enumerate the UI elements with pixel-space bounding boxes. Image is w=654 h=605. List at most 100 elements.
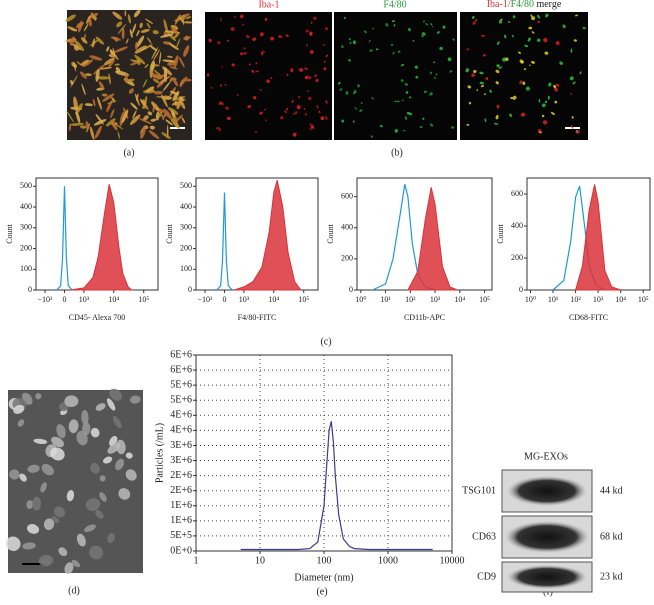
micrograph — [205, 12, 332, 140]
micrograph-cell — [421, 34, 425, 38]
micrograph-cell — [99, 492, 107, 502]
y-tick-label: 4E+6 — [170, 410, 192, 421]
micrograph-cell — [69, 36, 76, 46]
micrograph-cell — [553, 84, 557, 89]
micrograph-cell — [442, 25, 446, 29]
micrograph-cell — [141, 99, 146, 106]
y-tick-label: 400 — [341, 223, 353, 232]
micrograph-cell — [142, 104, 147, 109]
micrograph-cell — [22, 542, 36, 550]
micrograph-cell — [522, 81, 526, 86]
micrograph-cell — [368, 39, 371, 43]
channel-label: F4/80 — [383, 0, 406, 10]
micrograph-cell — [547, 95, 550, 100]
histogram-area — [574, 184, 621, 291]
micrograph-cell — [136, 58, 141, 66]
micrograph-cell — [53, 506, 66, 518]
micrograph-cell — [298, 95, 301, 99]
micrograph-cell — [173, 55, 179, 68]
micrograph-cell — [306, 43, 308, 47]
micrograph-cell — [183, 21, 193, 24]
micrograph-cell — [41, 463, 54, 476]
micrograph-cell — [174, 14, 181, 25]
micrograph-cell — [320, 116, 325, 121]
micrograph-cell — [218, 128, 222, 132]
micrograph-cell — [509, 113, 513, 117]
micrograph-cell — [582, 26, 586, 30]
size-curve — [240, 421, 433, 551]
micrograph-cell — [183, 36, 191, 41]
micrograph-cell — [115, 67, 121, 73]
x-tick-label: 10³ — [79, 295, 90, 304]
micrograph-cell — [75, 103, 83, 115]
micrograph-cell — [408, 28, 411, 32]
micrograph-cell — [125, 469, 137, 481]
micrograph-cell — [116, 21, 123, 28]
micrograph-cell — [124, 10, 127, 17]
micrograph-cell — [173, 78, 179, 87]
micrograph-cell — [353, 89, 357, 94]
micrograph-cell — [114, 63, 121, 66]
micrograph-cell — [573, 39, 578, 42]
micrograph-cell — [541, 114, 545, 118]
micrograph-cell — [108, 73, 111, 85]
micrograph-cell — [107, 100, 117, 105]
micrograph-cell — [50, 447, 65, 461]
micrograph-cell — [498, 66, 503, 70]
micrograph-cell — [310, 21, 313, 24]
histogram-area — [70, 184, 134, 291]
micrograph-cell — [483, 53, 486, 57]
y-tick-label: 100 — [20, 264, 32, 273]
micrograph-cell — [544, 51, 549, 55]
micrograph-cell — [112, 416, 122, 429]
micrograph-cell — [419, 126, 423, 128]
x-tick-label: 100 — [317, 555, 332, 566]
x-tick-label: 0 — [222, 295, 226, 304]
micrograph-cell — [100, 66, 113, 70]
panel-label: (e) — [316, 586, 327, 597]
micrograph-cell — [254, 131, 258, 133]
micrograph-cell — [231, 63, 235, 67]
micrograph-cell — [512, 15, 516, 19]
micrograph-cell — [528, 26, 533, 30]
micrograph-cell — [66, 110, 74, 123]
micrograph-cell — [479, 71, 484, 75]
micrograph-cell — [150, 118, 157, 122]
micrograph-cell — [73, 96, 79, 112]
micrograph-cell — [159, 51, 162, 65]
micrograph-cell — [551, 111, 555, 116]
micrograph-cell — [253, 96, 257, 100]
micrograph-cell — [541, 103, 546, 108]
micrograph-cell — [537, 21, 541, 23]
x-tick-label: 10000 — [440, 555, 465, 566]
micrograph-cell — [172, 31, 180, 40]
y-tick-label: 200 — [180, 243, 192, 252]
micrograph-cell — [531, 16, 536, 21]
micrograph-cell — [285, 34, 289, 38]
micrograph-cell — [495, 81, 499, 85]
micrograph-cell — [259, 111, 263, 115]
micrograph-cell — [145, 18, 154, 24]
blot-size: 23 kd — [600, 571, 623, 582]
histogram-outline — [216, 192, 233, 291]
micrograph-cell — [83, 23, 89, 32]
micrograph-cell — [143, 115, 149, 121]
micrograph-cell — [170, 26, 179, 35]
micrograph-cell — [133, 9, 141, 18]
micrograph-cell — [452, 38, 455, 41]
micrograph-cell — [430, 23, 433, 26]
y-tick-label: 0 — [519, 285, 523, 294]
micrograph-cell — [226, 116, 231, 121]
micrograph-cell — [136, 29, 140, 37]
micrograph-cell — [179, 96, 184, 102]
micrograph-cell — [208, 38, 212, 43]
micrograph-cell — [305, 29, 309, 33]
x-tick-label: 10⁴ — [268, 295, 279, 304]
x-tick-label: 10⁵ — [479, 295, 490, 304]
micrograph-cell — [369, 49, 373, 52]
blot-title: MG-EXOs — [524, 451, 568, 462]
x-tick-label: 10³ — [239, 295, 250, 304]
micrograph-cell — [270, 36, 274, 41]
micrograph-cell — [138, 118, 152, 125]
micrograph-cell — [106, 46, 110, 52]
